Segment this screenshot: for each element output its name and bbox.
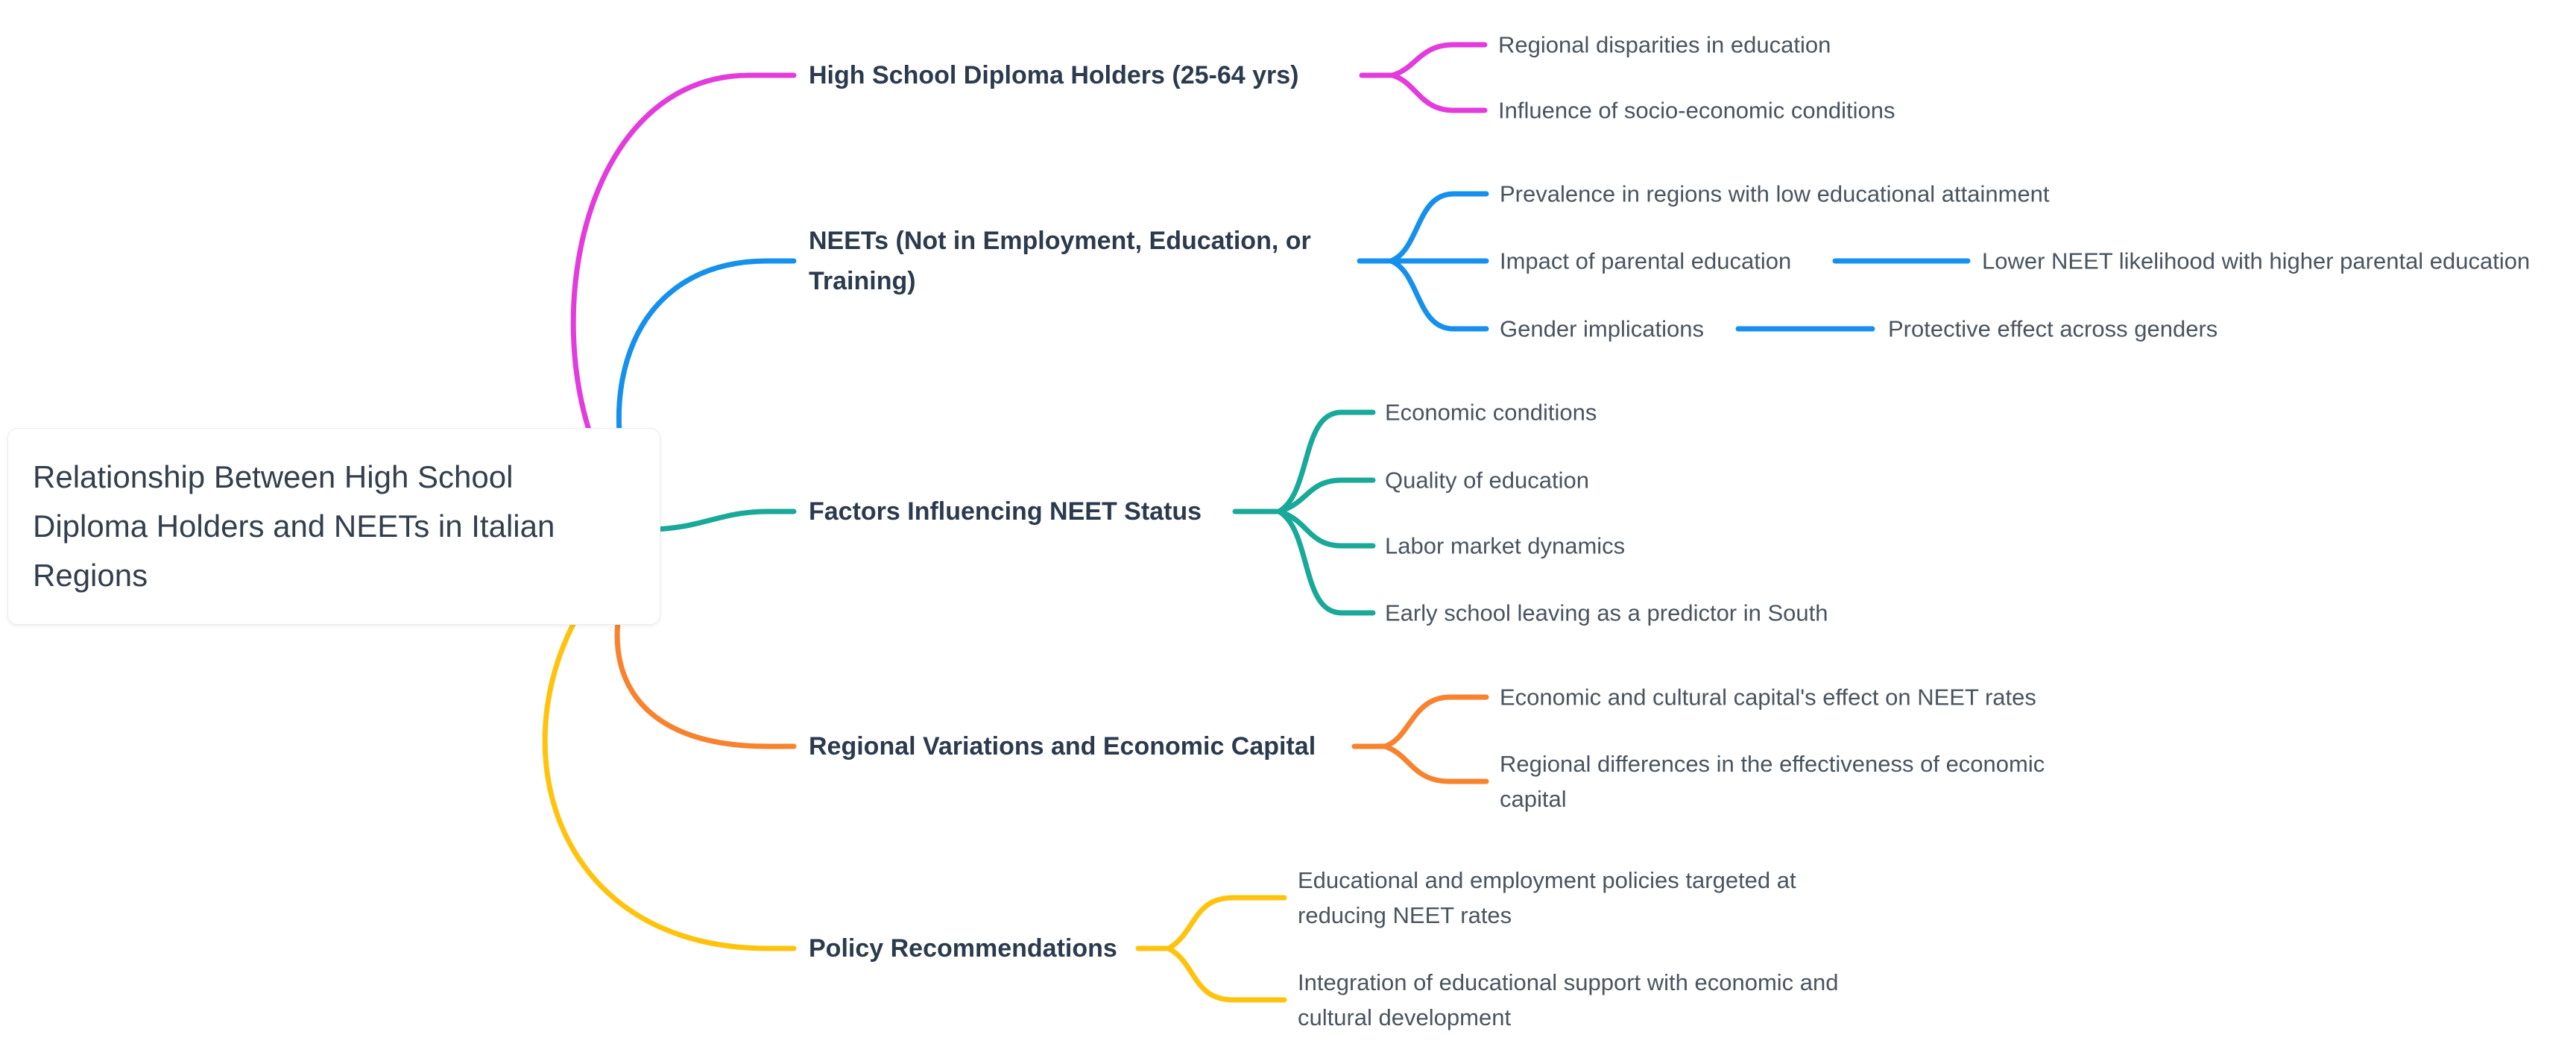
leaf-node[interactable]: Protective effect across genders <box>1888 315 2218 342</box>
leaf-node[interactable]: Quality of education <box>1385 467 1590 494</box>
leaf-node[interactable]: Lower NEET likelihood with higher parent… <box>1982 248 2531 274</box>
leaf-node[interactable]: Regional disparities in education <box>1498 31 1831 58</box>
branch3-child-curve <box>1276 477 1376 514</box>
branch4-child-curve <box>1382 694 1489 749</box>
leaf-node[interactable]: Early school leaving as a predictor in S… <box>1385 599 1828 626</box>
root-node[interactable]: Relationship Between High School Diploma… <box>7 428 660 625</box>
leaf-node[interactable]: Labor market dynamics <box>1385 532 1626 559</box>
branch5-child-curve <box>1166 895 1287 951</box>
leaf-node[interactable]: Influence of socio-economic conditions <box>1498 97 1895 124</box>
branch1-child-curve <box>1389 42 1488 78</box>
leaf-node[interactable]: Gender implications <box>1500 315 1704 342</box>
branch5-child-curve <box>1166 945 1287 1003</box>
branch-node-regional-variations-economic-capital[interactable]: Regional Variations and Economic Capital <box>809 732 1316 761</box>
leaf-node[interactable]: Impact of parental education <box>1500 248 1792 274</box>
leaf-node[interactable]: Economic conditions <box>1385 399 1597 426</box>
branch-node-high-school-diploma-holders[interactable]: High School Diploma Holders (25-64 yrs) <box>809 61 1299 89</box>
branch-node-factors-influencing-neet-status[interactable]: Factors Influencing NEET Status <box>809 497 1202 526</box>
leaf-node[interactable]: Educational and employment policies targ… <box>1298 867 1796 928</box>
leaf-node[interactable]: Integration of educational support with … <box>1298 969 1839 1030</box>
branch-node-policy-recommendations[interactable]: Policy Recommendations <box>809 934 1117 963</box>
branch-node-neets[interactable]: NEETs (Not in Employment, Education, or … <box>809 227 1311 295</box>
branch4-child-curve <box>1382 743 1489 784</box>
root-node-label: Relationship Between High School Diploma… <box>33 459 555 593</box>
leaf-node[interactable]: Regional differences in the effectivenes… <box>1500 751 2045 812</box>
branch3-root-curve <box>649 509 797 532</box>
branch3-child-curve <box>1276 509 1376 616</box>
branch3-child-curve <box>1276 409 1376 514</box>
leaf-node[interactable]: Economic and cultural capital's effect o… <box>1500 684 2036 711</box>
branch3-child-curve <box>1276 509 1376 549</box>
branch2-child-curve <box>1388 258 1489 332</box>
branch1-child-curve <box>1389 72 1488 113</box>
leaf-node[interactable]: Prevalence in regions with low education… <box>1500 180 2050 207</box>
branch2-child-curve <box>1388 191 1489 264</box>
